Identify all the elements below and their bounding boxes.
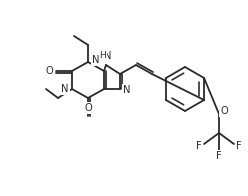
Text: H: H <box>100 51 106 60</box>
Text: N: N <box>92 55 100 65</box>
Text: F: F <box>236 141 242 151</box>
Text: F: F <box>196 141 202 151</box>
Text: N: N <box>61 84 69 94</box>
Text: O: O <box>220 106 228 116</box>
Text: O: O <box>45 66 53 76</box>
Text: N: N <box>104 51 112 61</box>
Text: N: N <box>123 85 131 95</box>
Text: O: O <box>84 103 92 113</box>
Text: F: F <box>216 151 222 161</box>
